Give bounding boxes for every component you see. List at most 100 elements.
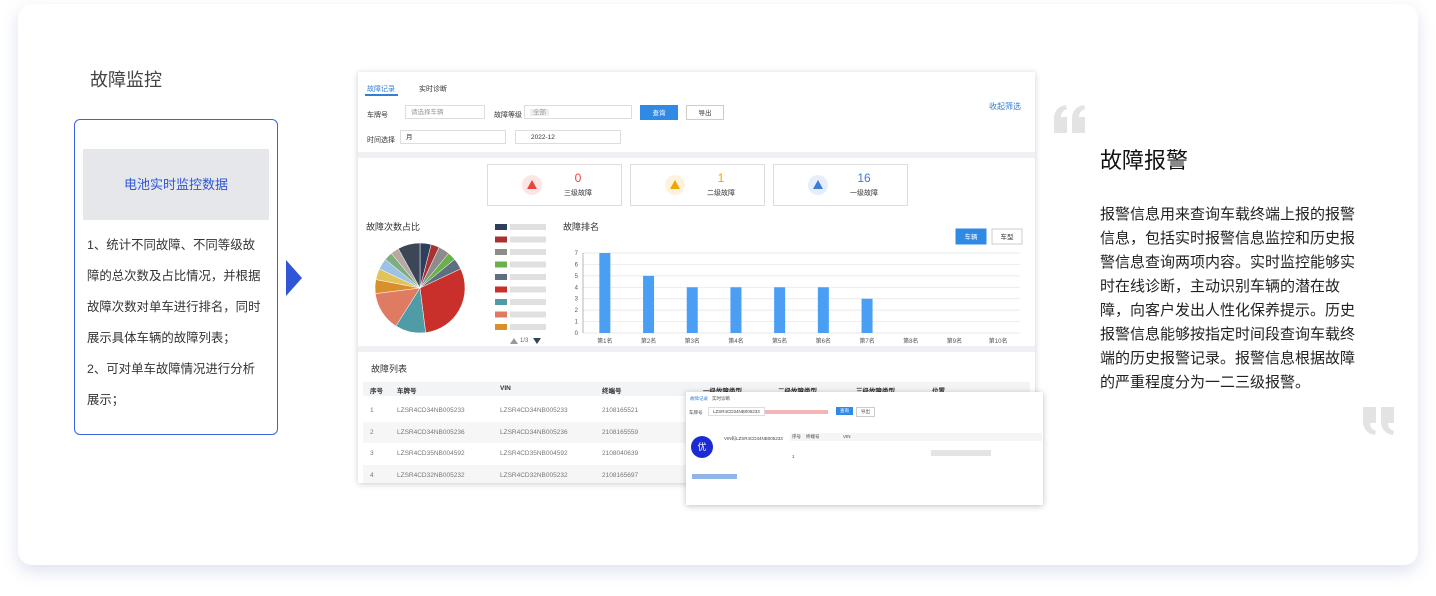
legend-blur	[510, 261, 546, 268]
bar	[599, 253, 611, 333]
tab-underline	[365, 94, 398, 96]
filter-label: 故障等级	[494, 112, 522, 119]
placeholder: 请选择车辆	[411, 109, 444, 116]
stat-value: 16	[857, 171, 871, 185]
stat-card: 0 三级故障	[487, 164, 622, 206]
legend-swatch	[495, 299, 507, 305]
plate-input[interactable]: LZSR4CD34NB005233	[708, 407, 765, 416]
tab[interactable]: 故障记录	[690, 396, 708, 401]
vin: VIN码LZSR4CD34NB005233	[724, 436, 783, 441]
col-header: 序号	[792, 434, 801, 439]
cell: 2108165697	[602, 471, 639, 479]
toggle-bg	[955, 228, 987, 245]
legend-blur	[510, 299, 546, 305]
stat-label: 一级故障	[850, 190, 878, 197]
cell: LZSR4CD34NB005233	[397, 407, 465, 414]
column-header: 终端号	[602, 388, 622, 395]
date-value: 2022-12	[531, 134, 555, 141]
query-button[interactable]: 查询	[640, 105, 678, 120]
feature-item: 2、可对单车故障情况进行分析展示；	[87, 362, 255, 407]
toggle-button[interactable]: 车辆	[955, 228, 987, 245]
x-tick-label: 第3名	[685, 337, 700, 345]
tab[interactable]: 实时诊断	[419, 86, 447, 93]
collapse-link[interactable]: 收起筛选	[989, 102, 1021, 111]
feature-box: 电池实时监控数据 1、统计不同故障、不同等级故障的总次数及占比情况，并根据故障次…	[74, 119, 278, 435]
legend-swatch	[495, 286, 507, 293]
col-header: VIN	[843, 434, 851, 439]
page-next	[533, 338, 541, 344]
page-prev	[510, 338, 518, 344]
cell: 1	[370, 407, 374, 414]
level-select[interactable]: 全部	[524, 105, 632, 119]
blurred	[931, 450, 991, 456]
cell: 2108165559	[602, 428, 639, 436]
arrow	[286, 260, 302, 296]
legend-blur	[510, 324, 546, 330]
label: 车牌号	[689, 410, 703, 415]
stat-label: 三级故障	[564, 190, 592, 197]
stat-icon	[665, 175, 685, 195]
x-tick-label: 第10名	[989, 337, 1008, 345]
stat-icon	[808, 175, 828, 195]
cell: LZSR4CD34NB005236	[500, 428, 568, 436]
stat-label: 二级故障	[707, 190, 735, 197]
description-text: 报警信息用来查询车载终端上报的报警信息，包括实时报警信息监控和历史报警信息查询两…	[1100, 206, 1356, 391]
x-tick-label: 第4名	[728, 337, 743, 345]
feature-list: 1、统计不同故障、不同等级故障的总次数及占比情况，并根据故障次数对单车进行排名，…	[87, 230, 267, 416]
legend-swatch	[495, 311, 507, 318]
x-tick-label: 第6名	[816, 337, 831, 345]
y-tick-label: 6	[575, 262, 579, 268]
toggle-bg	[991, 228, 1023, 245]
plate-input[interactable]: 请选择车辆	[405, 105, 485, 119]
y-tick-label: 2	[575, 308, 579, 314]
legend-blur	[510, 311, 546, 318]
date-input[interactable]: 2022-12	[515, 130, 621, 144]
pagination: 1/3	[520, 338, 529, 344]
x-tick-label: 第2名	[641, 337, 656, 345]
cell: LZSR4CD34NB005233	[500, 407, 568, 414]
bar	[817, 287, 829, 333]
x-tick-label: 第9名	[947, 337, 962, 345]
column-header: VIN	[500, 385, 511, 392]
detail-screenshot: 故障记录 实时诊断 车牌号 LZSR4CD34NB005233 查询 导出 优 …	[686, 392, 1043, 505]
x-tick-label: 第1名	[597, 337, 612, 345]
x-tick-label: 第5名	[772, 337, 787, 345]
filter-label: 车牌号	[367, 112, 388, 119]
legend-swatch	[495, 261, 507, 268]
stat-card: 16 一级故障	[773, 164, 908, 206]
bar	[643, 275, 655, 333]
x-tick-label: 第8名	[903, 337, 918, 345]
stat-icon	[522, 175, 542, 195]
column-header: 二级故障类型	[778, 385, 817, 395]
toggle-label: 车辆	[965, 232, 979, 241]
blurred	[692, 474, 737, 479]
detail-header	[790, 433, 1042, 441]
cell: 4	[370, 471, 374, 479]
table-title: 故障列表	[371, 364, 408, 374]
cell: 2108165521	[602, 407, 639, 414]
warning-blur	[765, 410, 828, 414]
tab[interactable]: 实时诊断	[712, 396, 730, 401]
warn-icon	[670, 180, 680, 189]
export-button[interactable]: 导出	[856, 407, 875, 417]
query-button[interactable]: 查询	[836, 407, 853, 415]
chart-title: 故障次数占比	[366, 221, 420, 232]
legend-blur	[510, 224, 546, 230]
legend-swatch	[495, 224, 507, 230]
export-button[interactable]: 导出	[686, 105, 724, 120]
tab[interactable]: 故障记录	[367, 86, 395, 93]
column-header: 车牌号	[397, 388, 417, 395]
cell: LZSR4CD35NB004592	[500, 450, 568, 457]
select-value: 月	[406, 134, 413, 141]
time-select[interactable]: 月	[400, 130, 506, 144]
bar	[861, 298, 873, 333]
x-tick-label: 第7名	[859, 337, 874, 345]
legend-blur	[510, 249, 546, 255]
stat-value: 1	[717, 171, 725, 185]
y-tick-label: 7	[575, 251, 579, 257]
cell: LZSR4CD35NB004592	[397, 450, 465, 457]
toggle-button[interactable]: 车型	[991, 228, 1023, 245]
cell: 2108040639	[602, 450, 639, 457]
legend-blur	[510, 286, 546, 293]
